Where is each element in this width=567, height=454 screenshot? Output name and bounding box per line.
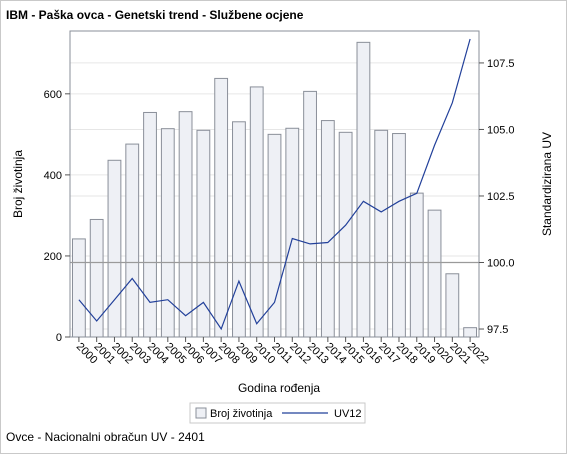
legend-line-label: UV12 (334, 408, 362, 420)
bar (445, 273, 460, 338)
bar (356, 41, 371, 338)
y-right-tick-label: 102.5 (487, 191, 515, 203)
y-right-tick-label: 97.5 (487, 324, 508, 336)
bar (160, 128, 175, 338)
bar (392, 133, 406, 338)
y-axis-right: 97.5 100.0 102.5 105.0 107.5 (479, 58, 515, 336)
bar (232, 121, 246, 338)
y-right-tick-label: 105.0 (487, 124, 515, 136)
legend-bar-swatch (195, 407, 207, 419)
y-left-tick-label: 400 (44, 170, 62, 182)
legend-frame (189, 402, 366, 424)
series-line-uv12 (78, 38, 471, 331)
bar (178, 111, 193, 338)
line-series (78, 38, 471, 331)
bar (285, 127, 300, 338)
chart-title: IBM - Paška ovca - Genetski trend - Služ… (6, 8, 304, 22)
bar (125, 143, 140, 338)
bar (71, 238, 86, 338)
y-right-tick-label: 100.0 (487, 257, 515, 269)
bar (249, 86, 264, 338)
bar (303, 90, 317, 338)
footnote: Ovce - Nacionalni obračun UV - 2401 (6, 430, 205, 444)
bar (374, 129, 389, 338)
x-axis-label: Godina rođenja (238, 381, 320, 395)
bar (409, 192, 424, 338)
legend-bar-label: Broj životinja (210, 408, 273, 420)
bar (143, 111, 157, 338)
bar (320, 120, 335, 338)
bar (214, 77, 229, 338)
bar-series (71, 41, 478, 338)
y-axis-left: 0 200 400 600 (44, 89, 70, 344)
bar (338, 131, 353, 338)
bar (463, 327, 478, 338)
y-axis-left-label: Broj životinja (11, 150, 25, 218)
y-right-tick-label: 107.5 (487, 58, 515, 70)
y-left-tick-label: 0 (56, 332, 62, 344)
y-left-tick-label: 200 (44, 251, 62, 263)
y-axis-right-label: Standardizirana UV (540, 132, 554, 236)
legend: Broj životinja UV12 (189, 402, 366, 424)
bar (107, 159, 122, 338)
bar (427, 209, 442, 338)
x-axis: 2000200120022003200420052006200720082009… (74, 337, 491, 366)
bar (267, 133, 282, 338)
y-left-tick-label: 600 (44, 89, 62, 101)
bar (89, 218, 104, 338)
